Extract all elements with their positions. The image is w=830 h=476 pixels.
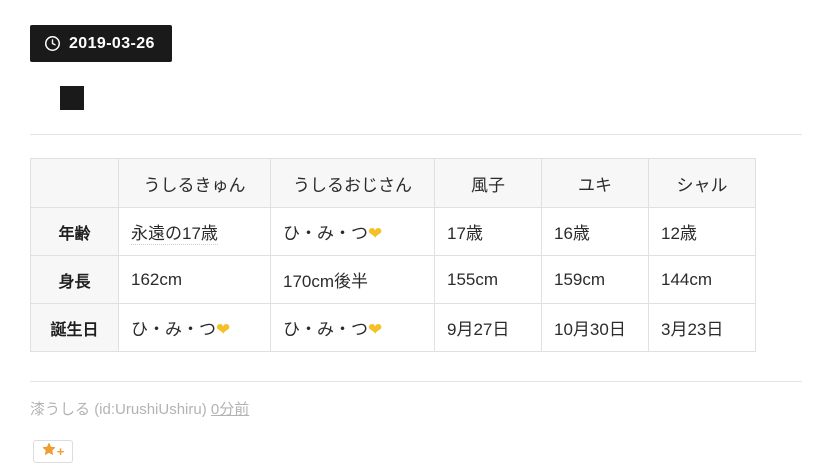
content-divider-bottom — [30, 381, 802, 382]
table-head: うしるきゅん うしるおじさん 風子 ユキ シャル — [30, 158, 756, 208]
cell-text: 3月23日 — [661, 320, 724, 339]
profile-table: うしるきゅん うしるおじさん 風子 ユキ シャル 年齢 永遠の17歳 ひ・み・つ… — [30, 158, 756, 352]
cell-text: 155cm — [447, 269, 499, 289]
cell-height-4: 144cm — [648, 255, 756, 304]
clock-icon — [45, 36, 60, 51]
table-row: 年齢 永遠の17歳 ひ・み・つ❤ 17歳 16歳 12歳 — [30, 207, 756, 256]
column-header-2: 風子 — [434, 158, 542, 208]
cell-text: 10月30日 — [554, 320, 626, 339]
cell-birthday-2: 9月27日 — [434, 303, 542, 352]
cell-text: 162cm — [131, 269, 183, 289]
column-header-0: うしるきゅん — [118, 158, 271, 208]
table-header-row: うしるきゅん うしるおじさん 風子 ユキ シャル — [30, 158, 756, 208]
table-row: 身長 162cm 170cm後半 155cm 159cm 144cm — [30, 255, 756, 304]
cell-birthday-4: 3月23日 — [648, 303, 756, 352]
cell-text: 159cm — [554, 269, 606, 289]
entry-title — [60, 86, 84, 110]
column-header-4: シャル — [648, 158, 756, 208]
row-header-birthday: 誕生日 — [30, 303, 119, 352]
cell-birthday-1: ひ・み・つ❤ — [270, 303, 435, 352]
cell-text: 12歳 — [661, 224, 697, 243]
add-star-button[interactable]: + — [33, 440, 73, 463]
table-row: 誕生日 ひ・み・つ❤ ひ・み・つ❤ 9月27日 10月30日 3月23日 — [30, 303, 756, 352]
cell-age-4: 12歳 — [648, 207, 756, 256]
profile-table-container: うしるきゅん うしるおじさん 風子 ユキ シャル 年齢 永遠の17歳 ひ・み・つ… — [30, 158, 756, 352]
star-icon — [42, 442, 56, 461]
row-header-age: 年齢 — [30, 207, 119, 256]
cell-text: ひ・み・つ — [131, 320, 216, 339]
content-divider-top — [30, 134, 802, 135]
entry-footer: 漆うしる (id:UrushiUshiru) 0分前 — [30, 398, 249, 419]
plus-icon: + — [56, 444, 65, 459]
cell-text: 9月27日 — [447, 320, 510, 339]
heart-icon: ❤ — [368, 224, 383, 243]
cell-text: 16歳 — [554, 224, 590, 243]
cell-height-3: 159cm — [541, 255, 649, 304]
entry-date-text: 2019-03-26 — [69, 34, 155, 52]
cell-age-1: ひ・み・つ❤ — [270, 207, 435, 256]
cell-text: 144cm — [661, 269, 713, 289]
cell-age-2: 17歳 — [434, 207, 542, 256]
cell-birthday-0: ひ・み・つ❤ — [118, 303, 271, 352]
table-body: 年齢 永遠の17歳 ひ・み・つ❤ 17歳 16歳 12歳 身長 162cm 17… — [30, 207, 756, 352]
cell-text: ひ・み・つ — [283, 320, 368, 339]
cell-text: 永遠の17歳 — [131, 224, 218, 245]
table-corner-cell — [30, 158, 119, 208]
entry-date-badge[interactable]: 2019-03-26 — [30, 25, 172, 62]
row-header-height: 身長 — [30, 255, 119, 304]
redaction-block — [60, 86, 84, 110]
cell-birthday-3: 10月30日 — [541, 303, 649, 352]
entry-timestamp[interactable]: 0分前 — [210, 401, 250, 418]
heart-icon: ❤ — [216, 320, 231, 339]
cell-age-3: 16歳 — [541, 207, 649, 256]
cell-age-0: 永遠の17歳 — [118, 207, 271, 256]
author-name[interactable]: 漆うしる — [30, 401, 91, 418]
cell-text: 17歳 — [447, 224, 483, 243]
column-header-3: ユキ — [541, 158, 649, 208]
cell-text: 170cm後半 — [283, 272, 369, 291]
cell-height-2: 155cm — [434, 255, 542, 304]
heart-icon: ❤ — [368, 320, 383, 339]
author-id[interactable]: (id:UrushiUshiru) — [94, 401, 207, 418]
cell-height-1: 170cm後半 — [270, 255, 435, 304]
cell-text: ひ・み・つ — [283, 224, 368, 243]
column-header-1: うしるおじさん — [270, 158, 435, 208]
cell-height-0: 162cm — [118, 255, 271, 304]
